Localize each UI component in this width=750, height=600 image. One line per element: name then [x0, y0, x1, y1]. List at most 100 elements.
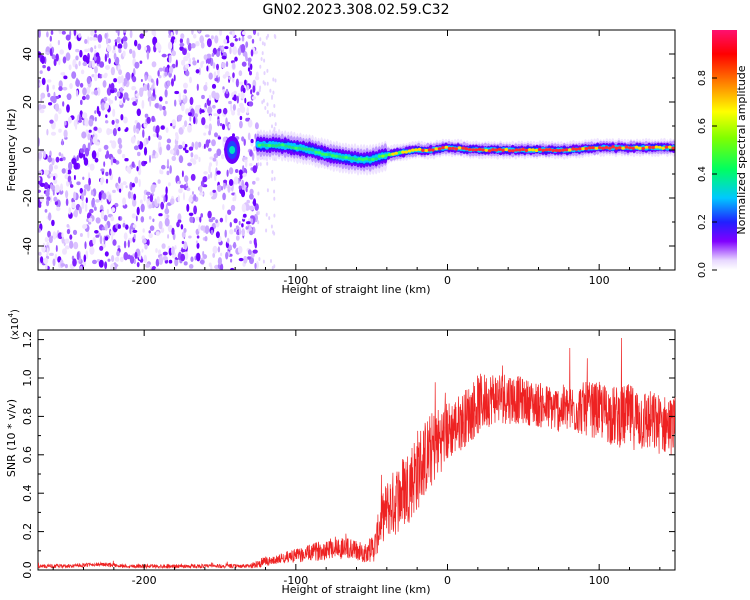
spectrogram-noise-cell [117, 137, 122, 145]
spectrogram-ridge-peak [317, 151, 322, 155]
spectrogram-noise-cell [69, 234, 73, 240]
spectrogram-noise-cell [202, 250, 205, 257]
spectrogram-noise-cell [226, 169, 229, 177]
spectrogram-noise-cell [195, 41, 200, 47]
spectrogram-noise-cell [73, 162, 79, 170]
spectrogram-noise-cell [140, 203, 145, 213]
spectrogram-noise-cell [208, 94, 212, 101]
spectrogram-noise-cell [251, 96, 257, 100]
spectrogram-noise-cell [212, 104, 216, 109]
spectrogram-noise-cell [167, 224, 173, 233]
spectrogram-noise-cell [222, 192, 226, 201]
spectrogram-noise-cell [122, 223, 126, 228]
spectrogram-noise-cell [51, 96, 57, 104]
spectrogram-noise-cell [66, 93, 72, 101]
spectrogram-noise-cell [161, 53, 167, 58]
spectrogram-noise-cell [247, 256, 251, 260]
spectrogram-noise-cell [212, 189, 216, 193]
spectrogram-noise-cell [184, 149, 189, 154]
spectrogram-noise-cell [248, 163, 253, 167]
spectrogram-noise-cell [44, 209, 48, 213]
spectrogram-noise-cell [143, 254, 148, 264]
spectrogram-ridge-peak [391, 152, 395, 156]
spectrogram-noise-cell [210, 171, 213, 179]
spectrogram-noise-cell [252, 198, 257, 207]
spectrogram-noise-cell [73, 191, 77, 201]
spectrogram-ridge-peak [264, 143, 268, 148]
spectrogram-noise-cell [80, 69, 85, 75]
spectrogram-noise-cell [224, 90, 230, 99]
spectrogram-noise-cell [75, 48, 80, 53]
spectrogram-ridge-peak [618, 146, 622, 150]
spectrogram-noise-cell [144, 243, 148, 250]
spectrogram-noise-cell [141, 248, 144, 253]
spectrogram-noise-cell [146, 239, 150, 246]
spectrogram-noise-cell [58, 80, 63, 88]
spectrogram-noise-cell [157, 70, 160, 77]
spectrogram-noise-cell [85, 197, 88, 204]
spectrogram-noise-cell [190, 152, 194, 158]
spectrogram-noise-cell [144, 46, 148, 51]
spectrogram-noise-cell [47, 230, 51, 238]
spectrogram-noise-cell [122, 181, 127, 186]
spectrogram-noise-cell [184, 175, 189, 183]
spectrogram-noise-cell [228, 167, 234, 175]
spectrogram-noise-cell [125, 127, 129, 132]
spectrogram-noise-cell [57, 108, 62, 115]
spectrogram-noise-cell [271, 265, 274, 270]
spectrogram-noise-cell [84, 203, 88, 212]
spectrogram-noise-cell [92, 37, 98, 41]
spectrogram-noise-cell [163, 195, 166, 203]
spectrogram-noise-cell [193, 116, 196, 125]
spectrogram-noise-cell [110, 157, 113, 166]
spectrogram-noise-cell [159, 104, 163, 111]
spectrogram-noise-cell [178, 180, 181, 184]
spectrogram-noise-cell [84, 241, 87, 250]
spectrogram-x-ticks: -200 -100 0 100 [52, 30, 661, 287]
spectrogram-ridge-peak [314, 150, 319, 154]
spectrogram-ridge-peak [337, 155, 342, 159]
spectrogram-noise-cell [179, 184, 185, 189]
spectrogram-noise-cell [38, 228, 41, 233]
spectrogram-noise-cell [139, 60, 143, 64]
spectrogram-noise-cell [232, 62, 236, 70]
spectrogram-noise-cell [206, 38, 212, 48]
spectrogram-noise-cell [155, 231, 160, 236]
spectrogram-noise-cell [230, 258, 233, 263]
spectrogram-noise-cell [149, 97, 152, 107]
spectrogram-ridge-peak [517, 148, 522, 152]
spectrogram-noise-cell [133, 234, 136, 239]
spectrogram-noise-cell [168, 182, 171, 187]
spectrogram-noise-cell [142, 129, 145, 138]
spectrogram-noise-cell [52, 231, 57, 240]
spectrogram-noise-cell [62, 86, 68, 91]
spectrogram-noise-cell [112, 158, 117, 164]
spectrogram-noise-cell [209, 162, 212, 167]
spectrogram-noise-cell [72, 258, 77, 267]
spectrogram-ridge-peak [574, 147, 579, 151]
spectrogram-ridge-peak [294, 146, 298, 150]
spectrogram-ridge-peak [437, 147, 442, 151]
spectrogram-noise-cell [177, 144, 183, 150]
spectrogram-noise-cell [204, 236, 208, 242]
spectrogram-noise-cell [38, 103, 42, 111]
spectrogram-ridge-peak [524, 148, 529, 152]
spectrogram-ridge-peak [284, 144, 288, 148]
spectrogram-noise-cell [183, 82, 188, 89]
spectrogram-noise-cell [257, 32, 260, 37]
spectrogram-noise-cell [221, 55, 227, 60]
spectrogram-noise-cell [211, 139, 216, 147]
spectrogram-noise-cell [263, 42, 266, 47]
spectrogram-noise-cell [117, 76, 122, 84]
colorbar-tick-label: 0.2 [697, 214, 708, 230]
spectrogram-ridge-peak [564, 148, 569, 152]
spectrogram-noise-cell [119, 87, 123, 93]
spectrogram-noise-cell [79, 233, 83, 237]
spectrogram-noise-cell [154, 198, 157, 206]
spectrogram-noise-cell [206, 53, 212, 59]
spectrogram-noise-cell [86, 76, 91, 85]
spectrogram-noise-cell [130, 136, 136, 144]
spectrogram-ridge-peak [431, 148, 435, 152]
spectrogram-noise-cell [215, 219, 219, 224]
